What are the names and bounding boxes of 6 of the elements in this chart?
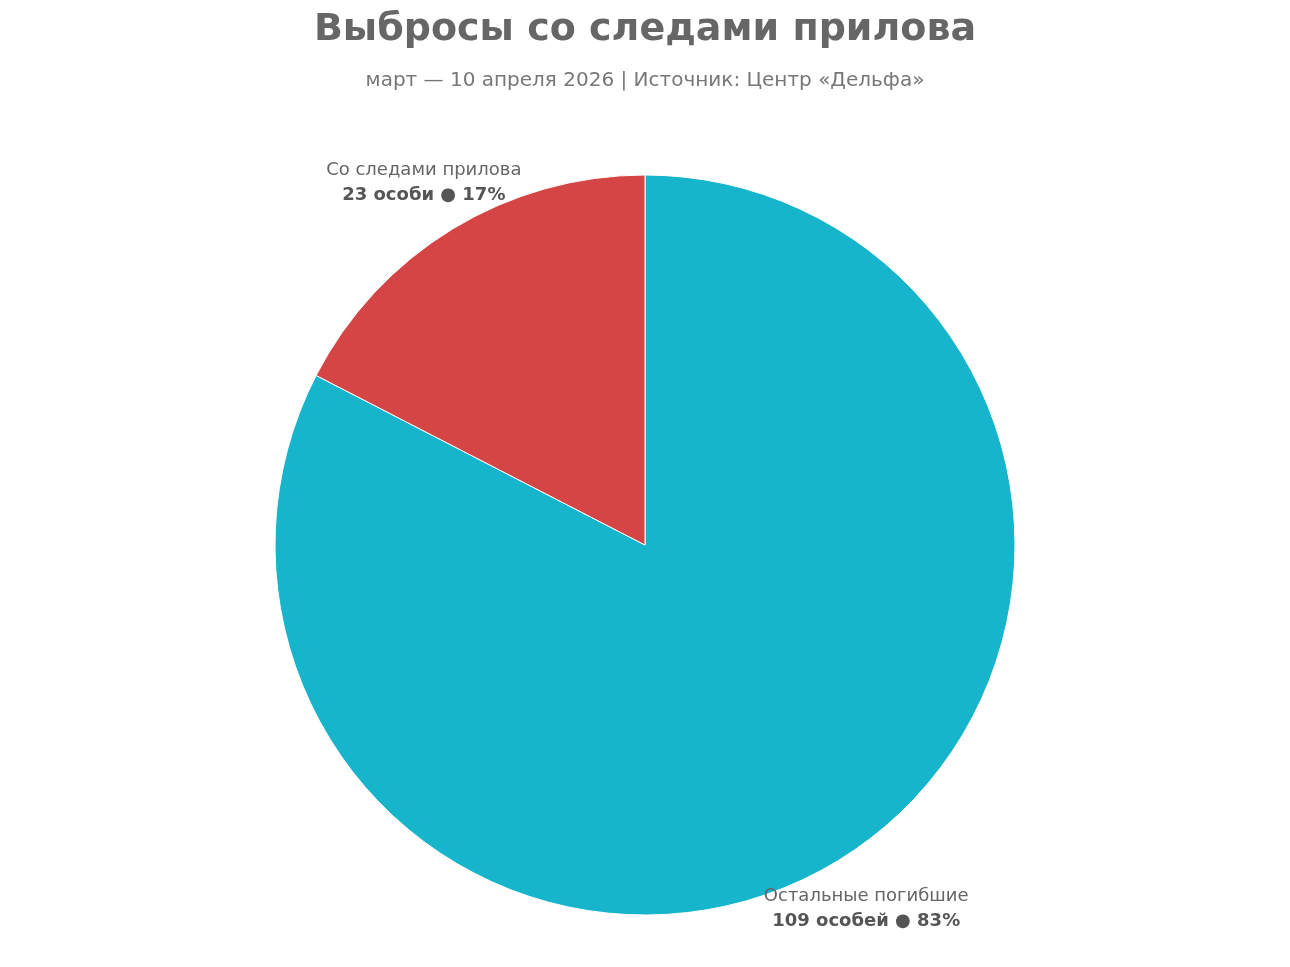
chart-subtitle: март — 10 апреля 2026 | Источник: Центр «Дельфа»: [365, 67, 925, 91]
chart-title: Выбросы со следами прилова: [313, 5, 977, 49]
slice-label: Со следами прилова: [326, 158, 522, 180]
data-label: 109 особей ● 83%: [772, 908, 961, 930]
slice-label: Остальные погибшие: [763, 883, 969, 905]
data-label: 23 особи ● 17%: [342, 183, 506, 205]
